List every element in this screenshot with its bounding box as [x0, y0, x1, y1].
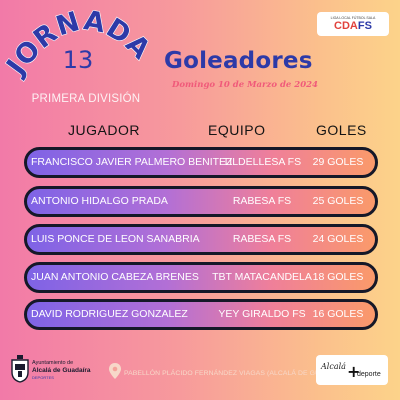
scorer-player: DAVID RODRIGUEZ GONZALEZ [31, 308, 188, 320]
scorer-goals: 25 GOLES [312, 195, 364, 207]
scorer-goals: 16 GOLES [312, 308, 364, 320]
scorer-team: TBT MATACANDELA [212, 271, 312, 283]
division-label: PRIMERA DIVISIÓN [31, 93, 141, 105]
column-header-player: JUGADOR [68, 122, 140, 138]
scorer-row: FRANCISCO JAVIER PALMERO BENITEZ TILDELL… [24, 147, 378, 178]
scorer-player: LUIS PONCE DE LEON SANABRIA [31, 233, 200, 245]
location-pin-icon [109, 363, 121, 379]
page-title: Goleadores [164, 48, 313, 74]
ayuntamiento-line2: Alcalá de Guadaíra [32, 367, 91, 374]
scorer-player: FRANCISCO JAVIER PALMERO BENITEZ [31, 156, 233, 168]
jornada-title: JORNADA [0, 5, 156, 83]
scorer-row: ANTONIO HIDALGO PRADA RABESA FS 25 GOLES [24, 186, 378, 217]
column-header-goals: GOLES [316, 122, 367, 138]
scorer-goals: 29 GOLES [312, 156, 364, 168]
column-header-team: EQUIPO [208, 122, 266, 138]
match-date: Domingo 10 de Marzo de 2024 [172, 80, 318, 90]
jornada-number: 13 [62, 46, 94, 74]
logo-subtitle: LIGA LOCAL FÚTBOL SALA [330, 16, 376, 20]
ayuntamiento-line3: DEPORTES [32, 375, 54, 380]
venue-label: PABELLÓN PLÁCIDO FERNÁNDEZ VIAGAS (ALCAL… [124, 370, 349, 377]
sponsor-plus: + [347, 362, 361, 381]
ayuntamiento-logo: Ayuntamiento de Alcalá de Guadaíra DEPOR… [10, 353, 98, 387]
sponsor-part2: deporte [357, 371, 381, 378]
scorer-goals: 24 GOLES [312, 233, 364, 245]
scorer-row: DAVID RODRIGUEZ GONZALEZ YEY GIRALDO FS … [24, 299, 378, 330]
scorer-row: LUIS PONCE DE LEON SANABRIA RABESA FS 24… [24, 224, 378, 255]
alcala-deporte-logo: Alcalá + deporte [316, 355, 388, 385]
logo-brand-part2: FS [357, 20, 372, 32]
scorer-goals: 18 GOLES [312, 271, 364, 283]
logo-brand-part1: CDA [334, 20, 358, 32]
scorer-player: ANTONIO HIDALGO PRADA [31, 195, 168, 207]
scorer-team: YEY GIRALDO FS [218, 308, 306, 320]
logo-brand: CDAFS [334, 20, 372, 32]
sponsor-part1: Alcalá [321, 362, 346, 371]
scorer-row: JUAN ANTONIO CABEZA BRENES TBT MATACANDE… [24, 262, 378, 293]
scorer-team: RABESA FS [232, 233, 292, 245]
cdafs-logo: LIGA LOCAL FÚTBOL SALA CDAFS [317, 12, 389, 36]
scorer-team: TILDELLESA FS [222, 156, 302, 168]
scorer-team: RABESA FS [232, 195, 292, 207]
scorer-player: JUAN ANTONIO CABEZA BRENES [31, 271, 199, 283]
ayuntamiento-line1: Ayuntamiento de [32, 360, 74, 366]
shield-icon [11, 355, 29, 383]
